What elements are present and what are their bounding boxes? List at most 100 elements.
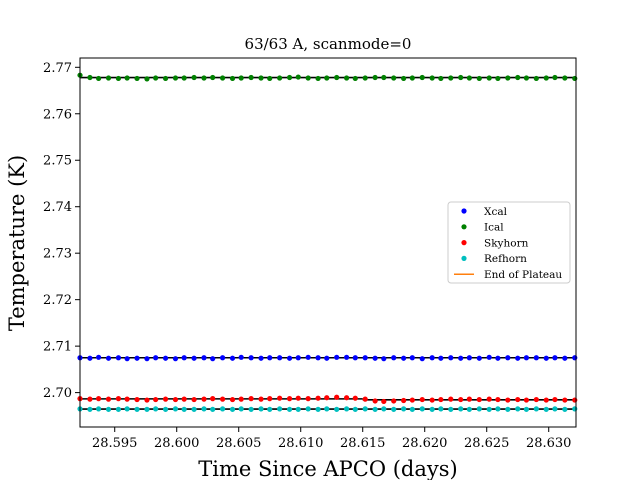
data-point-ical	[220, 75, 226, 81]
data-point-xcal	[495, 355, 501, 361]
x-tick-label: 28.615	[340, 436, 386, 451]
y-tick-label: 2.74	[43, 200, 72, 215]
data-point-refhorn	[115, 406, 122, 412]
data-point-ical	[381, 74, 387, 81]
data-point-xcal	[466, 355, 472, 361]
legend-label-end-of-plateau: End of Plateau	[484, 269, 562, 281]
data-point-skyhorn	[258, 396, 264, 402]
data-point-ical	[334, 74, 340, 81]
data-point-refhorn	[248, 406, 254, 412]
data-point-ical	[162, 75, 169, 82]
data-point-skyhorn	[324, 395, 330, 401]
data-point-skyhorn	[191, 396, 197, 403]
data-point-skyhorn	[96, 396, 102, 402]
data-point-ical	[153, 75, 159, 81]
data-point-skyhorn	[295, 395, 301, 401]
data-point-skyhorn	[448, 396, 454, 402]
data-point-xcal	[258, 355, 264, 361]
data-point-refhorn	[220, 406, 226, 412]
data-point-ical	[429, 75, 435, 81]
data-point-skyhorn	[458, 396, 464, 403]
y-tick-label: 2.77	[43, 61, 72, 76]
data-point-skyhorn	[391, 398, 397, 404]
data-point-ical	[181, 75, 187, 81]
data-point-refhorn	[153, 406, 159, 412]
data-point-xcal	[552, 355, 558, 361]
data-point-refhorn	[124, 406, 130, 412]
legend-marker-xcal	[461, 208, 467, 214]
data-point-xcal	[115, 355, 122, 361]
data-point-skyhorn	[201, 396, 207, 402]
data-point-skyhorn	[267, 396, 273, 402]
data-point-xcal	[334, 354, 340, 360]
data-point-skyhorn	[533, 396, 539, 403]
data-point-xcal	[324, 355, 330, 361]
data-point-skyhorn	[476, 396, 482, 403]
legend-label-xcal: Xcal	[484, 206, 508, 218]
data-point-xcal	[286, 355, 293, 361]
legend-marker-skyhorn	[461, 240, 467, 246]
plot-area-frame	[79, 57, 577, 428]
data-point-skyhorn	[334, 394, 340, 400]
data-point-skyhorn	[419, 396, 425, 403]
data-point-xcal	[210, 356, 216, 362]
data-point-refhorn	[134, 406, 140, 412]
data-point-skyhorn	[229, 396, 236, 403]
data-point-ical	[277, 75, 283, 81]
data-point-skyhorn	[409, 397, 415, 403]
data-point-xcal	[458, 355, 464, 361]
data-point-xcal	[153, 355, 159, 361]
data-point-ical	[258, 75, 264, 81]
data-point-ical	[229, 75, 236, 82]
data-point-ical	[562, 75, 568, 81]
data-point-skyhorn	[572, 397, 578, 403]
data-point-xcal	[295, 355, 301, 361]
data-point-refhorn	[344, 406, 350, 412]
data-point-ical	[115, 75, 122, 82]
data-point-skyhorn	[352, 395, 358, 401]
data-point-refhorn	[562, 406, 568, 412]
data-point-refhorn	[105, 406, 112, 412]
data-point-refhorn	[258, 406, 264, 412]
data-point-xcal	[305, 354, 311, 360]
data-point-ical	[191, 74, 197, 81]
data-point-ical	[267, 75, 273, 82]
data-point-xcal	[105, 355, 112, 361]
data-point-xcal	[505, 355, 511, 361]
data-point-xcal	[372, 355, 378, 361]
x-tick-label: 28.625	[464, 436, 510, 451]
data-point-skyhorn	[172, 396, 179, 403]
y-axis: 2.70 2.71 2.72 2.73 2.74 2.75 2.76 2.77	[43, 61, 80, 401]
data-point-refhorn	[448, 406, 454, 412]
data-point-skyhorn	[562, 397, 568, 403]
y-tick-label: 2.70	[43, 386, 72, 401]
data-point-refhorn	[515, 406, 521, 412]
data-point-ical	[105, 75, 112, 81]
data-point-xcal	[438, 355, 444, 361]
data-point-xcal	[523, 355, 530, 361]
data-point-skyhorn	[238, 396, 244, 402]
data-point-ical	[172, 75, 179, 81]
data-point-xcal	[533, 355, 539, 361]
data-point-refhorn	[191, 406, 197, 412]
data-point-skyhorn	[362, 396, 368, 402]
data-point-ical	[458, 74, 464, 81]
data-point-skyhorn	[105, 396, 112, 402]
data-point-xcal	[562, 355, 568, 361]
data-point-ical	[533, 75, 539, 82]
data-point-ical	[248, 74, 254, 81]
data-point-xcal	[315, 355, 321, 361]
data-point-refhorn	[286, 406, 293, 412]
data-point-xcal	[229, 355, 236, 361]
data-point-skyhorn	[277, 395, 283, 401]
legend-marker-refhorn	[461, 255, 467, 261]
data-point-refhorn	[334, 406, 340, 412]
data-point-refhorn	[295, 406, 301, 412]
data-point-ical	[324, 75, 330, 81]
data-point-xcal	[515, 355, 521, 361]
data-point-ical	[515, 74, 521, 81]
data-point-xcal	[162, 355, 169, 361]
data-point-refhorn	[372, 406, 378, 412]
data-point-xcal	[572, 355, 578, 361]
data-point-xcal	[419, 356, 425, 362]
